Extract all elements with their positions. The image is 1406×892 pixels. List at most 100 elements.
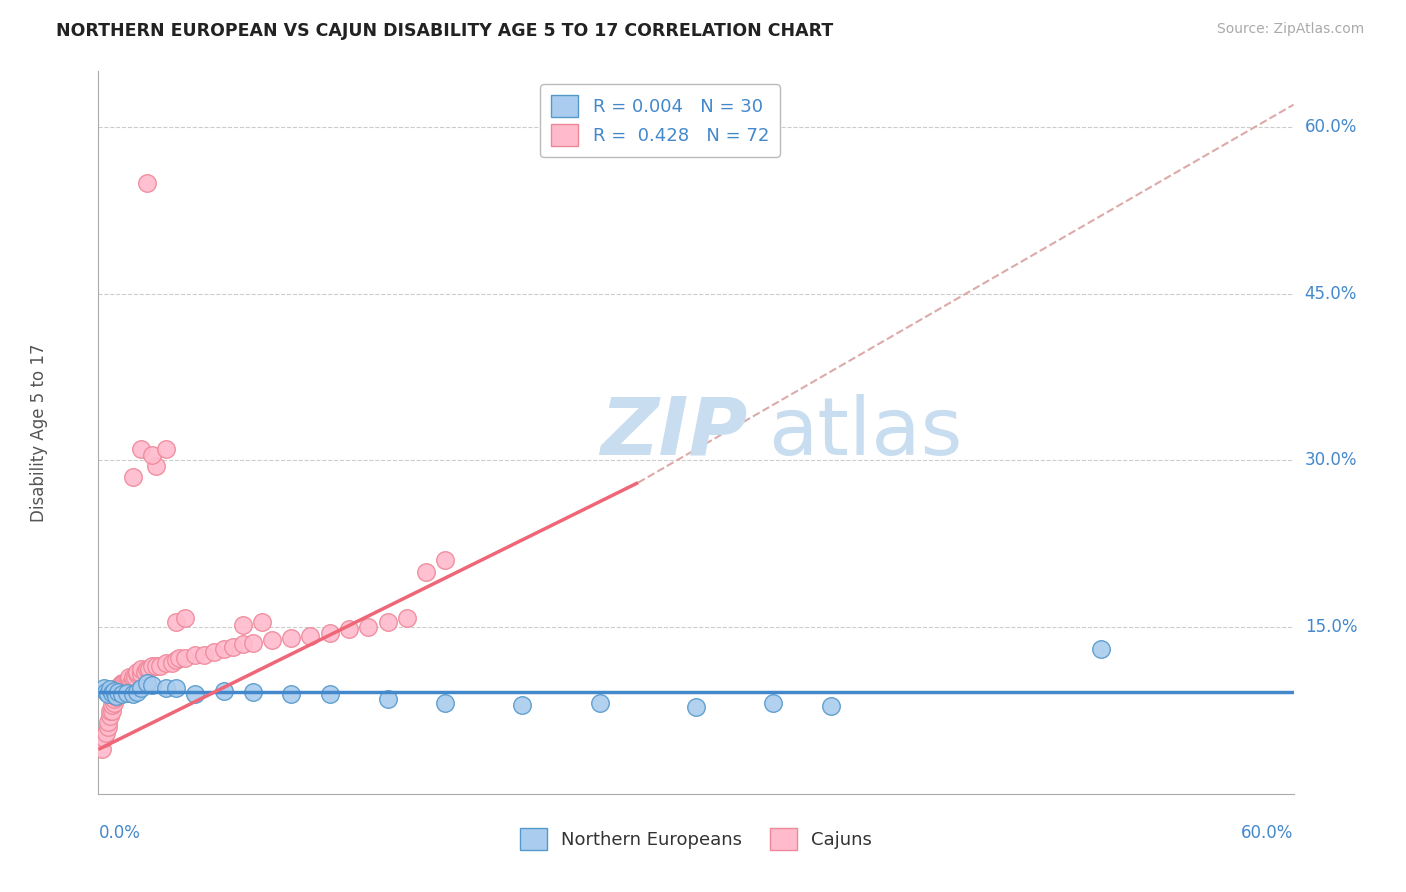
- Point: [120, 675, 142, 690]
- Point: [101, 698, 124, 712]
- Text: NORTHERN EUROPEAN VS CAJUN DISABILITY AGE 5 TO 17 CORRELATION CHART: NORTHERN EUROPEAN VS CAJUN DISABILITY AG…: [56, 22, 834, 40]
- Point: [165, 615, 187, 629]
- Point: [141, 448, 163, 462]
- Point: [319, 625, 342, 640]
- Point: [94, 725, 117, 739]
- Point: [337, 623, 360, 637]
- Legend: Northern Europeans, Cajuns: Northern Europeans, Cajuns: [513, 821, 879, 857]
- Point: [160, 656, 183, 670]
- Point: [212, 683, 235, 698]
- Point: [118, 673, 141, 688]
- Point: [129, 681, 152, 696]
- Point: [104, 687, 127, 701]
- Point: [145, 458, 167, 473]
- Point: [110, 681, 132, 696]
- Point: [685, 700, 707, 714]
- Point: [434, 696, 457, 710]
- Point: [184, 648, 207, 662]
- Point: [108, 678, 131, 692]
- Point: [588, 696, 610, 710]
- Point: [97, 687, 120, 701]
- Point: [103, 692, 125, 706]
- Point: [103, 696, 125, 710]
- Point: [377, 692, 399, 706]
- Point: [97, 720, 120, 734]
- Point: [98, 682, 121, 697]
- Point: [101, 704, 124, 718]
- Point: [174, 611, 197, 625]
- Point: [141, 659, 163, 673]
- Point: [104, 689, 127, 703]
- Text: 60.0%: 60.0%: [1305, 118, 1357, 136]
- Point: [242, 684, 264, 698]
- Point: [434, 553, 457, 567]
- Point: [512, 698, 534, 712]
- Point: [212, 642, 235, 657]
- Point: [820, 699, 842, 714]
- Text: Source: ZipAtlas.com: Source: ZipAtlas.com: [1216, 22, 1364, 37]
- Point: [155, 442, 177, 457]
- Point: [110, 675, 132, 690]
- Point: [125, 684, 148, 698]
- Point: [129, 442, 152, 457]
- Point: [415, 565, 437, 579]
- Point: [117, 678, 139, 692]
- Point: [395, 611, 418, 625]
- Point: [222, 640, 245, 655]
- Point: [232, 637, 254, 651]
- Point: [93, 731, 115, 746]
- Point: [135, 662, 157, 676]
- Point: [118, 670, 141, 684]
- Point: [110, 687, 132, 701]
- Point: [155, 681, 177, 696]
- Point: [108, 681, 131, 696]
- Point: [145, 659, 167, 673]
- Point: [138, 662, 160, 676]
- Point: [101, 686, 124, 700]
- Point: [169, 651, 191, 665]
- Point: [193, 648, 215, 662]
- Point: [112, 675, 135, 690]
- Point: [762, 696, 785, 710]
- Point: [135, 176, 157, 190]
- Point: [122, 687, 145, 701]
- Point: [319, 687, 342, 701]
- Point: [280, 632, 302, 646]
- Point: [98, 709, 121, 723]
- Text: Disability Age 5 to 17: Disability Age 5 to 17: [30, 343, 48, 522]
- Point: [174, 651, 197, 665]
- Point: [260, 633, 283, 648]
- Point: [135, 675, 157, 690]
- Point: [112, 678, 135, 692]
- Point: [124, 670, 146, 684]
- Point: [97, 714, 120, 729]
- Point: [107, 684, 129, 698]
- Point: [377, 615, 399, 629]
- Text: 45.0%: 45.0%: [1305, 285, 1357, 302]
- Point: [103, 683, 125, 698]
- Point: [129, 662, 152, 676]
- Point: [202, 644, 225, 658]
- Point: [1090, 642, 1112, 657]
- Point: [242, 636, 264, 650]
- Text: ZIP: ZIP: [600, 393, 748, 472]
- Text: 30.0%: 30.0%: [1305, 451, 1357, 469]
- Point: [125, 666, 148, 681]
- Text: 15.0%: 15.0%: [1305, 618, 1357, 636]
- Point: [93, 681, 115, 696]
- Point: [122, 673, 145, 688]
- Point: [125, 665, 148, 679]
- Point: [165, 681, 187, 696]
- Point: [117, 675, 139, 690]
- Point: [122, 670, 145, 684]
- Point: [252, 615, 274, 629]
- Point: [117, 686, 139, 700]
- Point: [91, 742, 114, 756]
- Point: [149, 659, 172, 673]
- Point: [141, 678, 163, 692]
- Point: [107, 681, 129, 696]
- Point: [129, 666, 152, 681]
- Text: 0.0%: 0.0%: [98, 824, 141, 842]
- Point: [184, 687, 207, 701]
- Point: [232, 618, 254, 632]
